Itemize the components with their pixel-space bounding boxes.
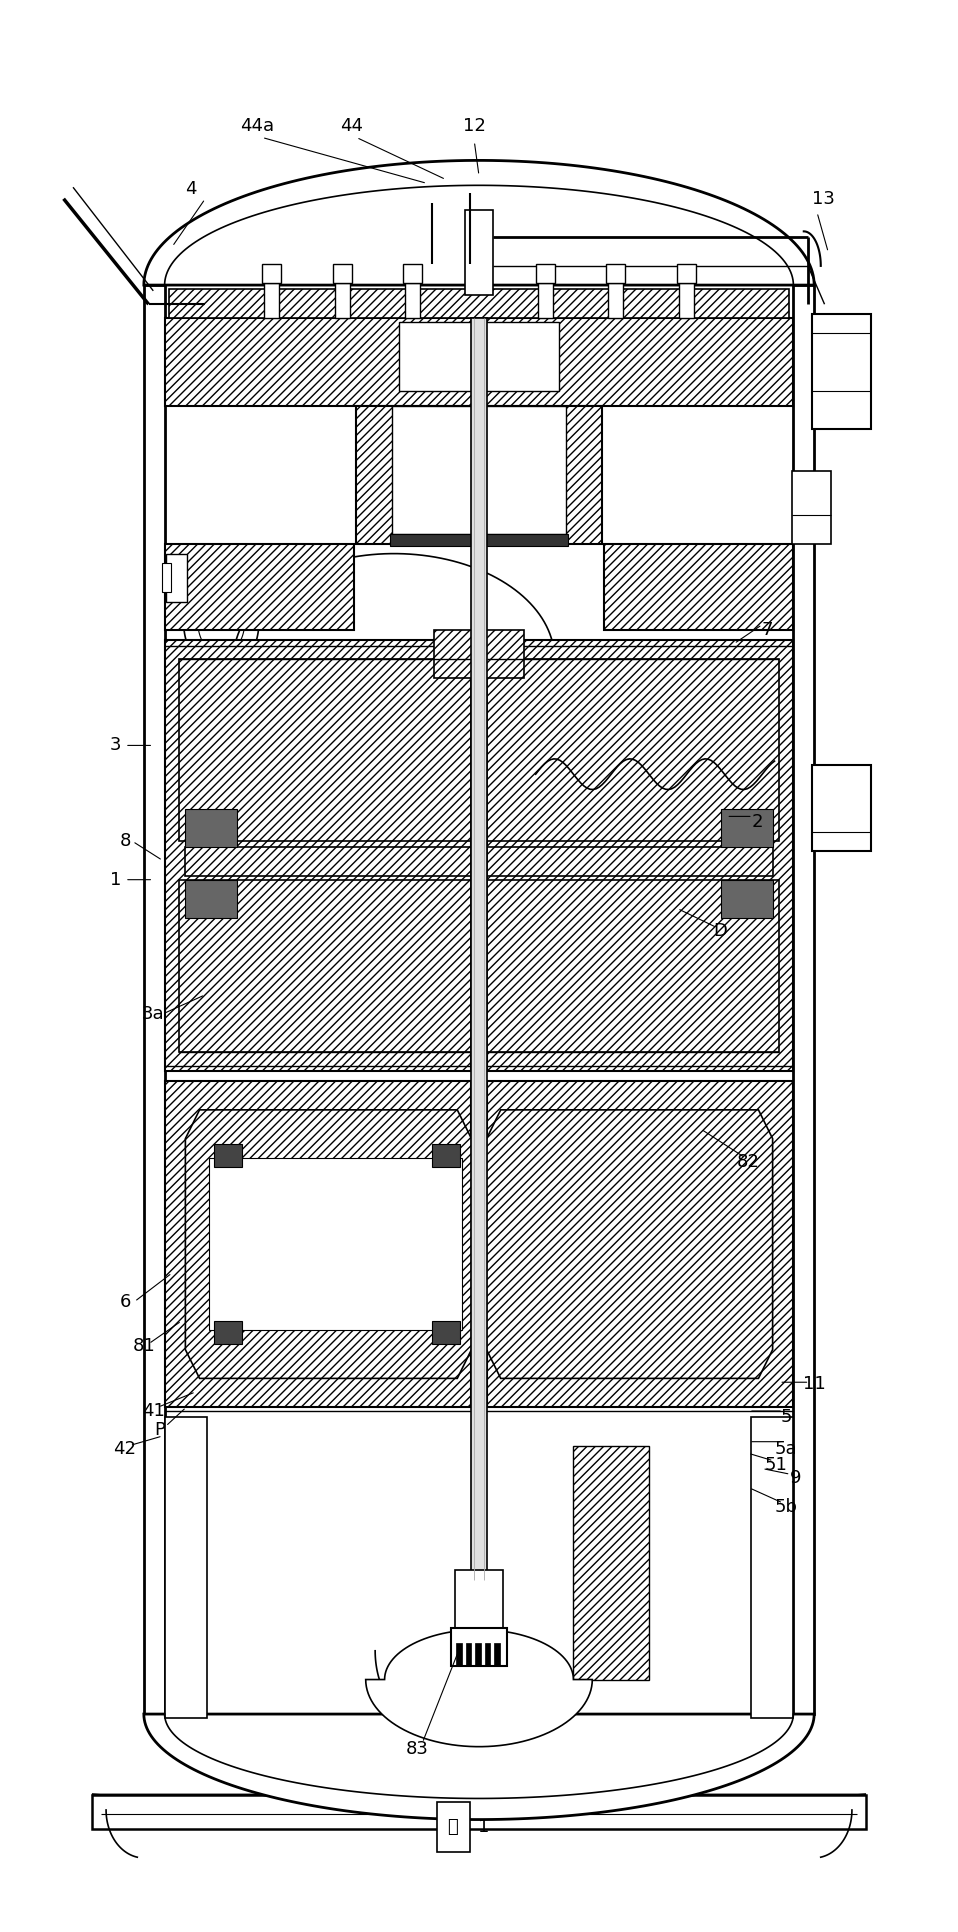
Text: 4: 4 (185, 180, 196, 199)
Text: P: P (154, 1422, 166, 1439)
Text: 12: 12 (463, 116, 486, 135)
Polygon shape (751, 1416, 793, 1718)
Text: 5b: 5b (774, 1497, 797, 1517)
Bar (677, 265, 696, 284)
Text: 2: 2 (752, 813, 764, 831)
Polygon shape (186, 846, 471, 875)
Polygon shape (791, 471, 832, 545)
Bar (162, 564, 171, 591)
Polygon shape (487, 1082, 793, 1406)
Text: 5a: 5a (774, 1441, 797, 1459)
Text: 5: 5 (780, 1408, 791, 1426)
Bar (485, 1642, 490, 1665)
Polygon shape (179, 659, 471, 840)
Text: 11: 11 (803, 1376, 826, 1393)
Bar (475, 1642, 481, 1665)
Polygon shape (186, 1109, 471, 1378)
Polygon shape (144, 1714, 814, 1820)
Text: 51: 51 (764, 1455, 787, 1474)
Polygon shape (92, 1795, 866, 1830)
Text: 6: 6 (119, 1293, 130, 1310)
Bar (465, 211, 493, 296)
Bar (405, 284, 421, 317)
Bar (437, 1803, 469, 1853)
Text: D: D (713, 922, 727, 941)
Bar (466, 1642, 471, 1665)
Text: 7: 7 (762, 622, 773, 639)
Text: 3: 3 (110, 736, 122, 753)
Bar (536, 265, 555, 284)
Text: 83: 83 (406, 1739, 429, 1758)
Polygon shape (390, 535, 568, 547)
Polygon shape (434, 630, 524, 678)
Polygon shape (186, 810, 238, 846)
Polygon shape (356, 406, 602, 545)
Polygon shape (165, 639, 471, 1072)
Polygon shape (604, 545, 793, 630)
Polygon shape (165, 317, 793, 406)
Polygon shape (720, 879, 772, 918)
Bar (456, 1642, 462, 1665)
Bar (403, 265, 422, 284)
Text: 44a: 44a (240, 116, 274, 135)
Polygon shape (487, 1109, 772, 1378)
Bar (471, 317, 487, 1580)
Polygon shape (392, 406, 566, 535)
Bar (334, 284, 350, 317)
Bar (432, 1321, 460, 1345)
Bar (214, 1144, 242, 1167)
Polygon shape (812, 765, 871, 850)
Polygon shape (487, 659, 779, 840)
Polygon shape (165, 545, 354, 630)
Text: 13: 13 (812, 189, 835, 209)
Polygon shape (170, 290, 788, 317)
Polygon shape (179, 879, 471, 1053)
Polygon shape (487, 846, 772, 875)
Text: 1: 1 (110, 871, 122, 889)
Text: 82: 82 (737, 1153, 760, 1171)
Polygon shape (186, 879, 238, 918)
Polygon shape (209, 1157, 462, 1331)
Polygon shape (720, 810, 772, 846)
Text: 图: 图 (447, 1818, 458, 1835)
Bar (214, 1321, 242, 1345)
Bar (608, 284, 624, 317)
Text: 8: 8 (119, 833, 130, 850)
Text: 41: 41 (142, 1403, 165, 1420)
Polygon shape (165, 1416, 207, 1718)
Text: 44: 44 (340, 116, 363, 135)
Text: 81: 81 (132, 1337, 155, 1354)
Polygon shape (574, 1445, 649, 1679)
Text: 42: 42 (113, 1441, 136, 1459)
Bar (167, 554, 187, 601)
Text: 1: 1 (478, 1818, 490, 1835)
Polygon shape (487, 879, 779, 1053)
Polygon shape (399, 321, 559, 390)
Bar (679, 284, 695, 317)
Bar (332, 265, 352, 284)
Bar (537, 284, 553, 317)
Polygon shape (366, 1631, 592, 1747)
Bar (263, 284, 279, 317)
Polygon shape (793, 286, 814, 1714)
Bar (455, 1571, 503, 1646)
Bar (606, 265, 626, 284)
Polygon shape (487, 639, 793, 1072)
Polygon shape (144, 286, 165, 1714)
Bar (494, 1642, 500, 1665)
Bar (432, 1144, 460, 1167)
Polygon shape (144, 160, 814, 286)
Polygon shape (165, 1082, 471, 1406)
Bar (262, 265, 281, 284)
Bar (450, 1629, 508, 1665)
Text: 9: 9 (789, 1468, 801, 1488)
Polygon shape (812, 313, 871, 429)
Text: 3a: 3a (142, 1005, 165, 1022)
